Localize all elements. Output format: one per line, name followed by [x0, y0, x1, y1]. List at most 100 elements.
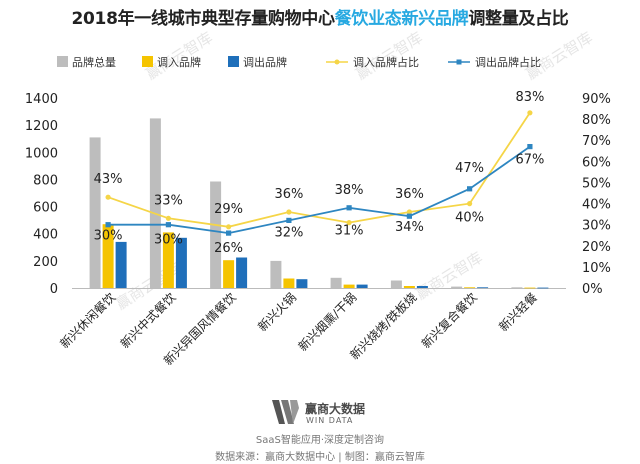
title-prefix: 2018年一线城市典型存量购物中心	[71, 9, 335, 29]
y-right-tick-7: 70%	[582, 134, 611, 149]
bar-1-1	[89, 137, 101, 288]
line-series-2	[108, 145, 531, 235]
x-tick-4: 新兴火锅	[254, 290, 299, 335]
point-in-8	[527, 110, 533, 116]
label-out-1: 30%	[94, 229, 123, 244]
label-in-5: 31%	[335, 224, 364, 239]
x-tick-8: 新兴轻餐	[495, 290, 540, 335]
bar-3-3	[236, 257, 248, 288]
bar-3-1	[115, 241, 127, 288]
bar-2-8	[524, 287, 536, 289]
label-in-8: 83%	[515, 90, 544, 105]
point-out-3	[226, 230, 232, 236]
label-in-7: 40%	[455, 211, 484, 226]
bar-1-8	[511, 287, 523, 289]
legend-swatch-0	[57, 56, 68, 67]
line-series-1	[107, 112, 531, 228]
legend-swatch-1	[142, 56, 153, 67]
point-out-2	[165, 222, 171, 228]
bar-2-5	[343, 284, 355, 288]
bar-3-5	[356, 284, 368, 288]
bar-3-4	[296, 279, 308, 288]
label-out-8: 67%	[515, 153, 544, 168]
bar-1-6	[390, 280, 402, 288]
bar-1-5	[330, 277, 342, 288]
y-left-tick-1: 200	[33, 255, 58, 270]
y-left-tick-0: 0	[50, 282, 58, 297]
bar-3-2	[175, 237, 187, 288]
point-out-1	[105, 222, 111, 228]
y-right-tick-3: 30%	[582, 219, 611, 234]
y-right-tick-5: 50%	[582, 176, 611, 191]
x-tick-1: 新兴休闲餐饮	[57, 290, 119, 352]
y-left-tick-4: 800	[33, 173, 58, 188]
point-in-4	[286, 209, 292, 215]
bar-3-6	[416, 286, 428, 288]
point-out-4	[286, 217, 292, 223]
label-in-3: 29%	[214, 202, 243, 217]
logo-cn: 赢商大数据	[305, 402, 366, 416]
point-in-3	[226, 224, 232, 230]
y-left-tick-7: 1400	[25, 92, 58, 107]
point-in-1	[105, 194, 111, 200]
point-in-6	[406, 209, 412, 215]
y-left-tick-2: 400	[33, 228, 58, 243]
win-data-logo: 赢商大数据 WIN DATA	[0, 398, 640, 438]
y-right-tick-2: 20%	[582, 240, 611, 255]
y-right-tick-0: 0%	[582, 282, 603, 297]
bar-1-3	[210, 181, 222, 288]
label-in-6: 36%	[395, 187, 424, 202]
point-out-7	[467, 186, 473, 192]
bar-2-6	[403, 286, 415, 288]
legend-label-0: 品牌总量	[72, 55, 116, 69]
title-suffix: 调整量及占比	[468, 9, 569, 29]
bar-3-8	[537, 287, 549, 289]
y-right-tick-4: 40%	[582, 198, 611, 213]
bar-2-7	[464, 287, 476, 289]
y-left-tick-5: 1000	[25, 146, 58, 161]
logo-mark-icon	[272, 400, 299, 424]
watermark-4: 赢商云智库	[413, 248, 486, 303]
y-left-tick-3: 600	[33, 201, 58, 216]
legend-label-4: 调出品牌占比	[475, 55, 541, 69]
bar-2-2	[162, 232, 174, 288]
label-in-4: 36%	[274, 187, 303, 202]
label-in-1: 43%	[94, 172, 123, 187]
legend-label-2: 调出品牌	[243, 55, 287, 69]
bar-2-1	[102, 224, 114, 288]
legend-marker-4	[456, 59, 462, 65]
label-out-3: 26%	[214, 241, 243, 256]
bar-2-3	[223, 260, 235, 288]
bar-3-7	[477, 287, 489, 289]
y-right-tick-9: 90%	[582, 92, 611, 107]
point-out-6	[406, 213, 412, 219]
legend-marker-3	[334, 59, 340, 65]
label-out-7: 47%	[455, 161, 484, 176]
point-out-5	[346, 205, 352, 211]
y-left-tick-6: 1200	[25, 119, 58, 134]
label-out-2: 30%	[154, 233, 183, 248]
y-right-tick-6: 60%	[582, 155, 611, 170]
bar-2-4	[283, 278, 295, 288]
bar-1-2	[149, 118, 161, 289]
logo-en: WIN DATA	[306, 416, 354, 425]
y-right-tick-8: 80%	[582, 113, 611, 128]
title-highlight: 餐饮业态新兴品牌	[334, 9, 469, 29]
label-out-6: 34%	[395, 220, 424, 235]
point-in-5	[346, 220, 352, 226]
bar-1-4	[270, 260, 282, 288]
label-out-4: 32%	[274, 225, 303, 240]
y-right-tick-1: 10%	[582, 261, 611, 276]
point-in-7	[467, 201, 473, 207]
source-note: 数据来源：赢商大数据中心 | 制图：赢商云智库	[215, 452, 425, 463]
point-in-2	[165, 215, 171, 221]
x-tick-5: 新兴烟熏/干锅	[295, 290, 359, 354]
label-out-5: 38%	[335, 183, 364, 198]
point-out-8	[527, 144, 533, 150]
legend-swatch-2	[228, 56, 239, 67]
chart-title: 2018年一线城市典型存量购物中心餐饮业态新兴品牌调整量及占比	[0, 4, 640, 29]
slogan: SaaS智能应用·深度定制咨询	[255, 435, 385, 446]
legend-label-1: 调入品牌	[157, 55, 201, 69]
legend-label-3: 调入品牌占比	[353, 55, 419, 69]
